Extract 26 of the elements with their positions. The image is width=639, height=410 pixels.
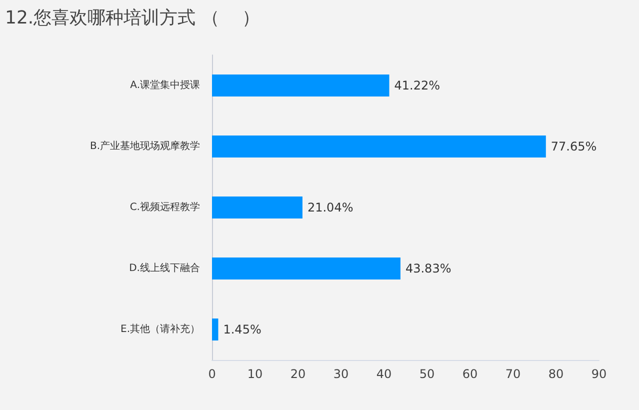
data-label: 77.65% <box>550 140 597 154</box>
bar <box>212 318 218 340</box>
y-tick-label: C.视频远程教学 <box>130 201 200 213</box>
data-label: 21.04% <box>307 200 354 214</box>
chart-title: 12.您喜欢哪种培训方式 （ ） <box>5 8 260 28</box>
bar <box>212 74 390 96</box>
y-tick-label: A.课堂集中授课 <box>130 79 200 91</box>
y-tick-label: D.线上线下融合 <box>129 262 200 274</box>
data-label: 41.22% <box>394 78 440 92</box>
x-tick-label: 80 <box>548 367 564 381</box>
data-label: 1.45% <box>223 322 262 336</box>
y-tick-label: B.产业基地现场观摩教学 <box>90 140 200 152</box>
bar <box>212 196 302 218</box>
bar <box>212 258 400 280</box>
x-tick-label: 60 <box>462 367 478 381</box>
x-tick-label: 0 <box>208 367 216 381</box>
x-tick-label: 40 <box>376 367 392 381</box>
x-tick-label: 20 <box>290 367 306 381</box>
x-tick-label: 90 <box>591 367 607 381</box>
bar <box>212 136 546 158</box>
x-tick-label: 70 <box>505 367 521 381</box>
data-label: 43.83% <box>405 262 452 276</box>
x-tick-label: 10 <box>247 367 263 381</box>
x-tick-label: 50 <box>419 367 435 381</box>
x-tick-label: 30 <box>333 367 349 381</box>
y-tick-label: E.其他（请补充） <box>120 323 200 335</box>
